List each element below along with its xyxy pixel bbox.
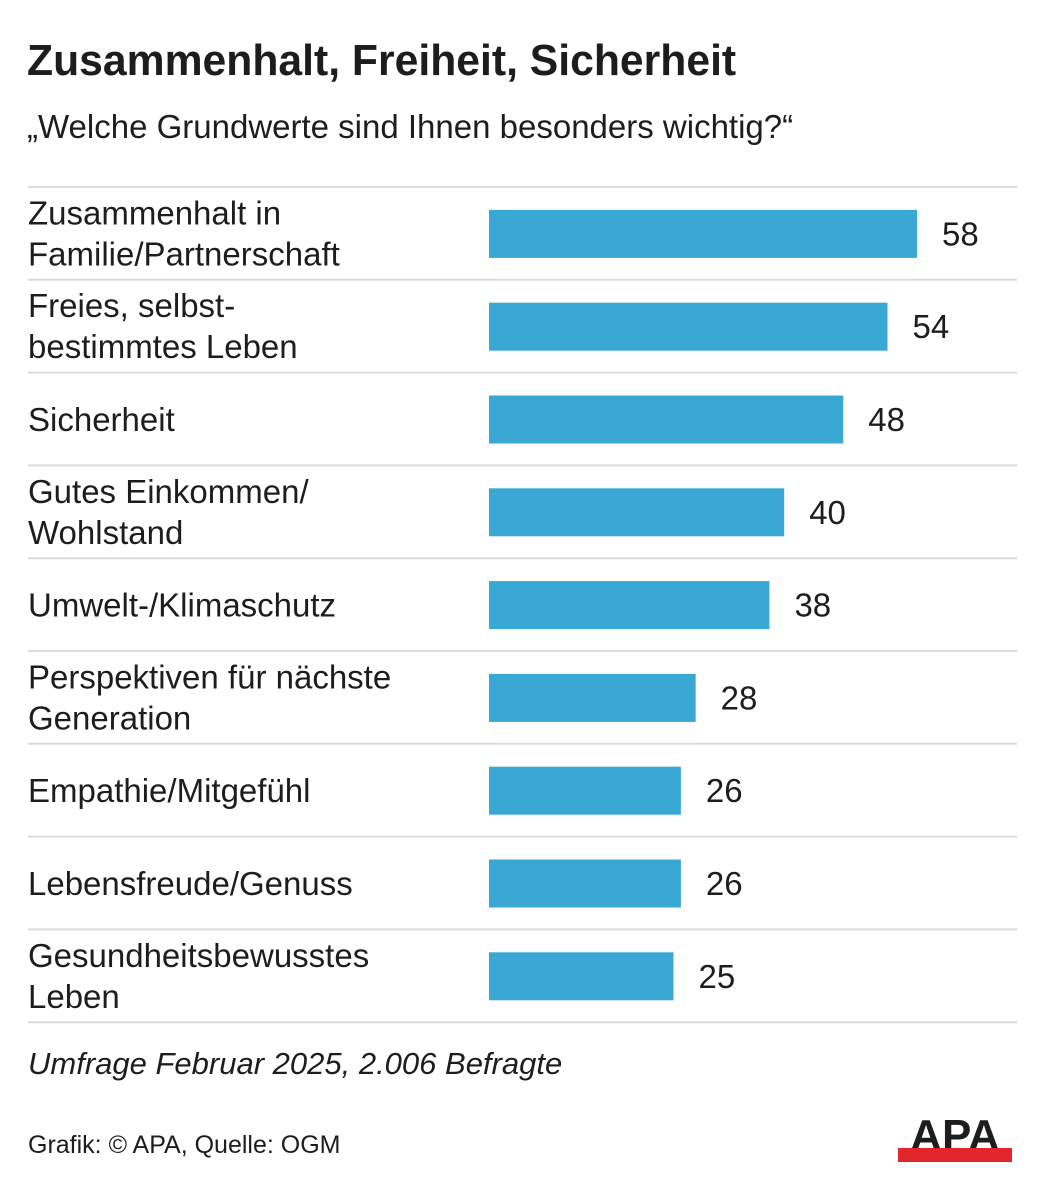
value-label: 26 <box>706 865 743 902</box>
apa-logo-bar <box>898 1148 1012 1162</box>
category-label-line: Sicherheit <box>28 401 175 438</box>
bar <box>489 952 674 1001</box>
category-label: Freies, selbst-bestimmtes Leben <box>28 287 298 365</box>
value-label: 38 <box>794 587 831 624</box>
category-label: Sicherheit <box>28 401 175 438</box>
value-label: 25 <box>699 958 736 995</box>
bar-row: Gutes Einkommen/Wohlstand 40 <box>28 473 846 551</box>
bar <box>489 581 770 630</box>
bar-chart: Zusammenhalt in Familie/Partnerschaft 58 Fr… <box>28 186 1017 1024</box>
category-label-line: bestimmtes Leben <box>28 328 298 365</box>
bar-row: Sicherheit 48 <box>28 395 905 444</box>
bar-row: Umwelt-/Klimaschutz 38 <box>28 581 831 630</box>
category-label-line: Perspektiven für nächste <box>28 658 391 695</box>
value-label: 28 <box>721 679 758 716</box>
category-label: Gesundheitsbewusstes Leben <box>28 937 369 1015</box>
category-label: Perspektiven für nächste Generation <box>28 658 391 736</box>
category-label: Lebensfreude/Genuss <box>28 865 353 902</box>
bar <box>489 766 681 815</box>
category-label-line: Leben <box>28 978 120 1015</box>
bar-row: Lebensfreude/Genuss 26 <box>28 859 743 908</box>
bar <box>489 859 681 908</box>
bar-row: Zusammenhalt in Familie/Partnerschaft 58 <box>28 194 979 272</box>
category-label-line: Zusammenhalt in <box>28 194 281 231</box>
bar <box>489 302 888 351</box>
category-label: Umwelt-/Klimaschutz <box>28 587 336 624</box>
apa-logo-icon: APA <box>898 1114 1012 1162</box>
category-label-line: Generation <box>28 699 191 736</box>
category-label-line: Familie/Partnerschaft <box>28 235 340 272</box>
bar <box>489 488 785 537</box>
value-label: 48 <box>868 401 905 438</box>
bar-row: Perspektiven für nächste Generation 28 <box>28 658 757 736</box>
category-label: Empathie/Mitgefühl <box>28 772 310 809</box>
bar <box>489 395 844 444</box>
category-label-line: Freies, selbst- <box>28 287 235 324</box>
category-label-line: Wohlstand <box>28 514 183 551</box>
category-label-line: Gesundheitsbewusstes <box>28 937 369 974</box>
chart-title: Zusammenhalt, Freiheit, Sicherheit <box>27 36 737 85</box>
survey-note: Umfrage Februar 2025, 2.006 Befragte <box>28 1046 563 1081</box>
chart-subtitle: „Welche Grundwerte sind Ihnen besonders … <box>27 108 794 145</box>
bar <box>489 209 918 258</box>
bar-row: Gesundheitsbewusstes Leben 25 <box>28 937 735 1015</box>
value-label: 54 <box>913 308 950 345</box>
category-label: Zusammenhalt in Familie/Partnerschaft <box>28 194 340 272</box>
value-label: 26 <box>706 772 743 809</box>
bar-row: Empathie/Mitgefühl 26 <box>28 766 743 815</box>
bar <box>489 673 696 722</box>
category-label-line: Lebensfreude/Genuss <box>28 865 353 902</box>
bar-row: Freies, selbst-bestimmtes Leben 54 <box>28 287 949 365</box>
category-label-line: Umwelt-/Klimaschutz <box>28 587 336 624</box>
source-credit: Grafik: © APA, Quelle: OGM <box>28 1131 341 1159</box>
category-label-line: Empathie/Mitgefühl <box>28 772 310 809</box>
category-label: Gutes Einkommen/Wohlstand <box>28 473 309 551</box>
value-label: 40 <box>809 494 846 531</box>
category-label-line: Gutes Einkommen/ <box>28 473 309 510</box>
value-label: 58 <box>942 215 979 252</box>
